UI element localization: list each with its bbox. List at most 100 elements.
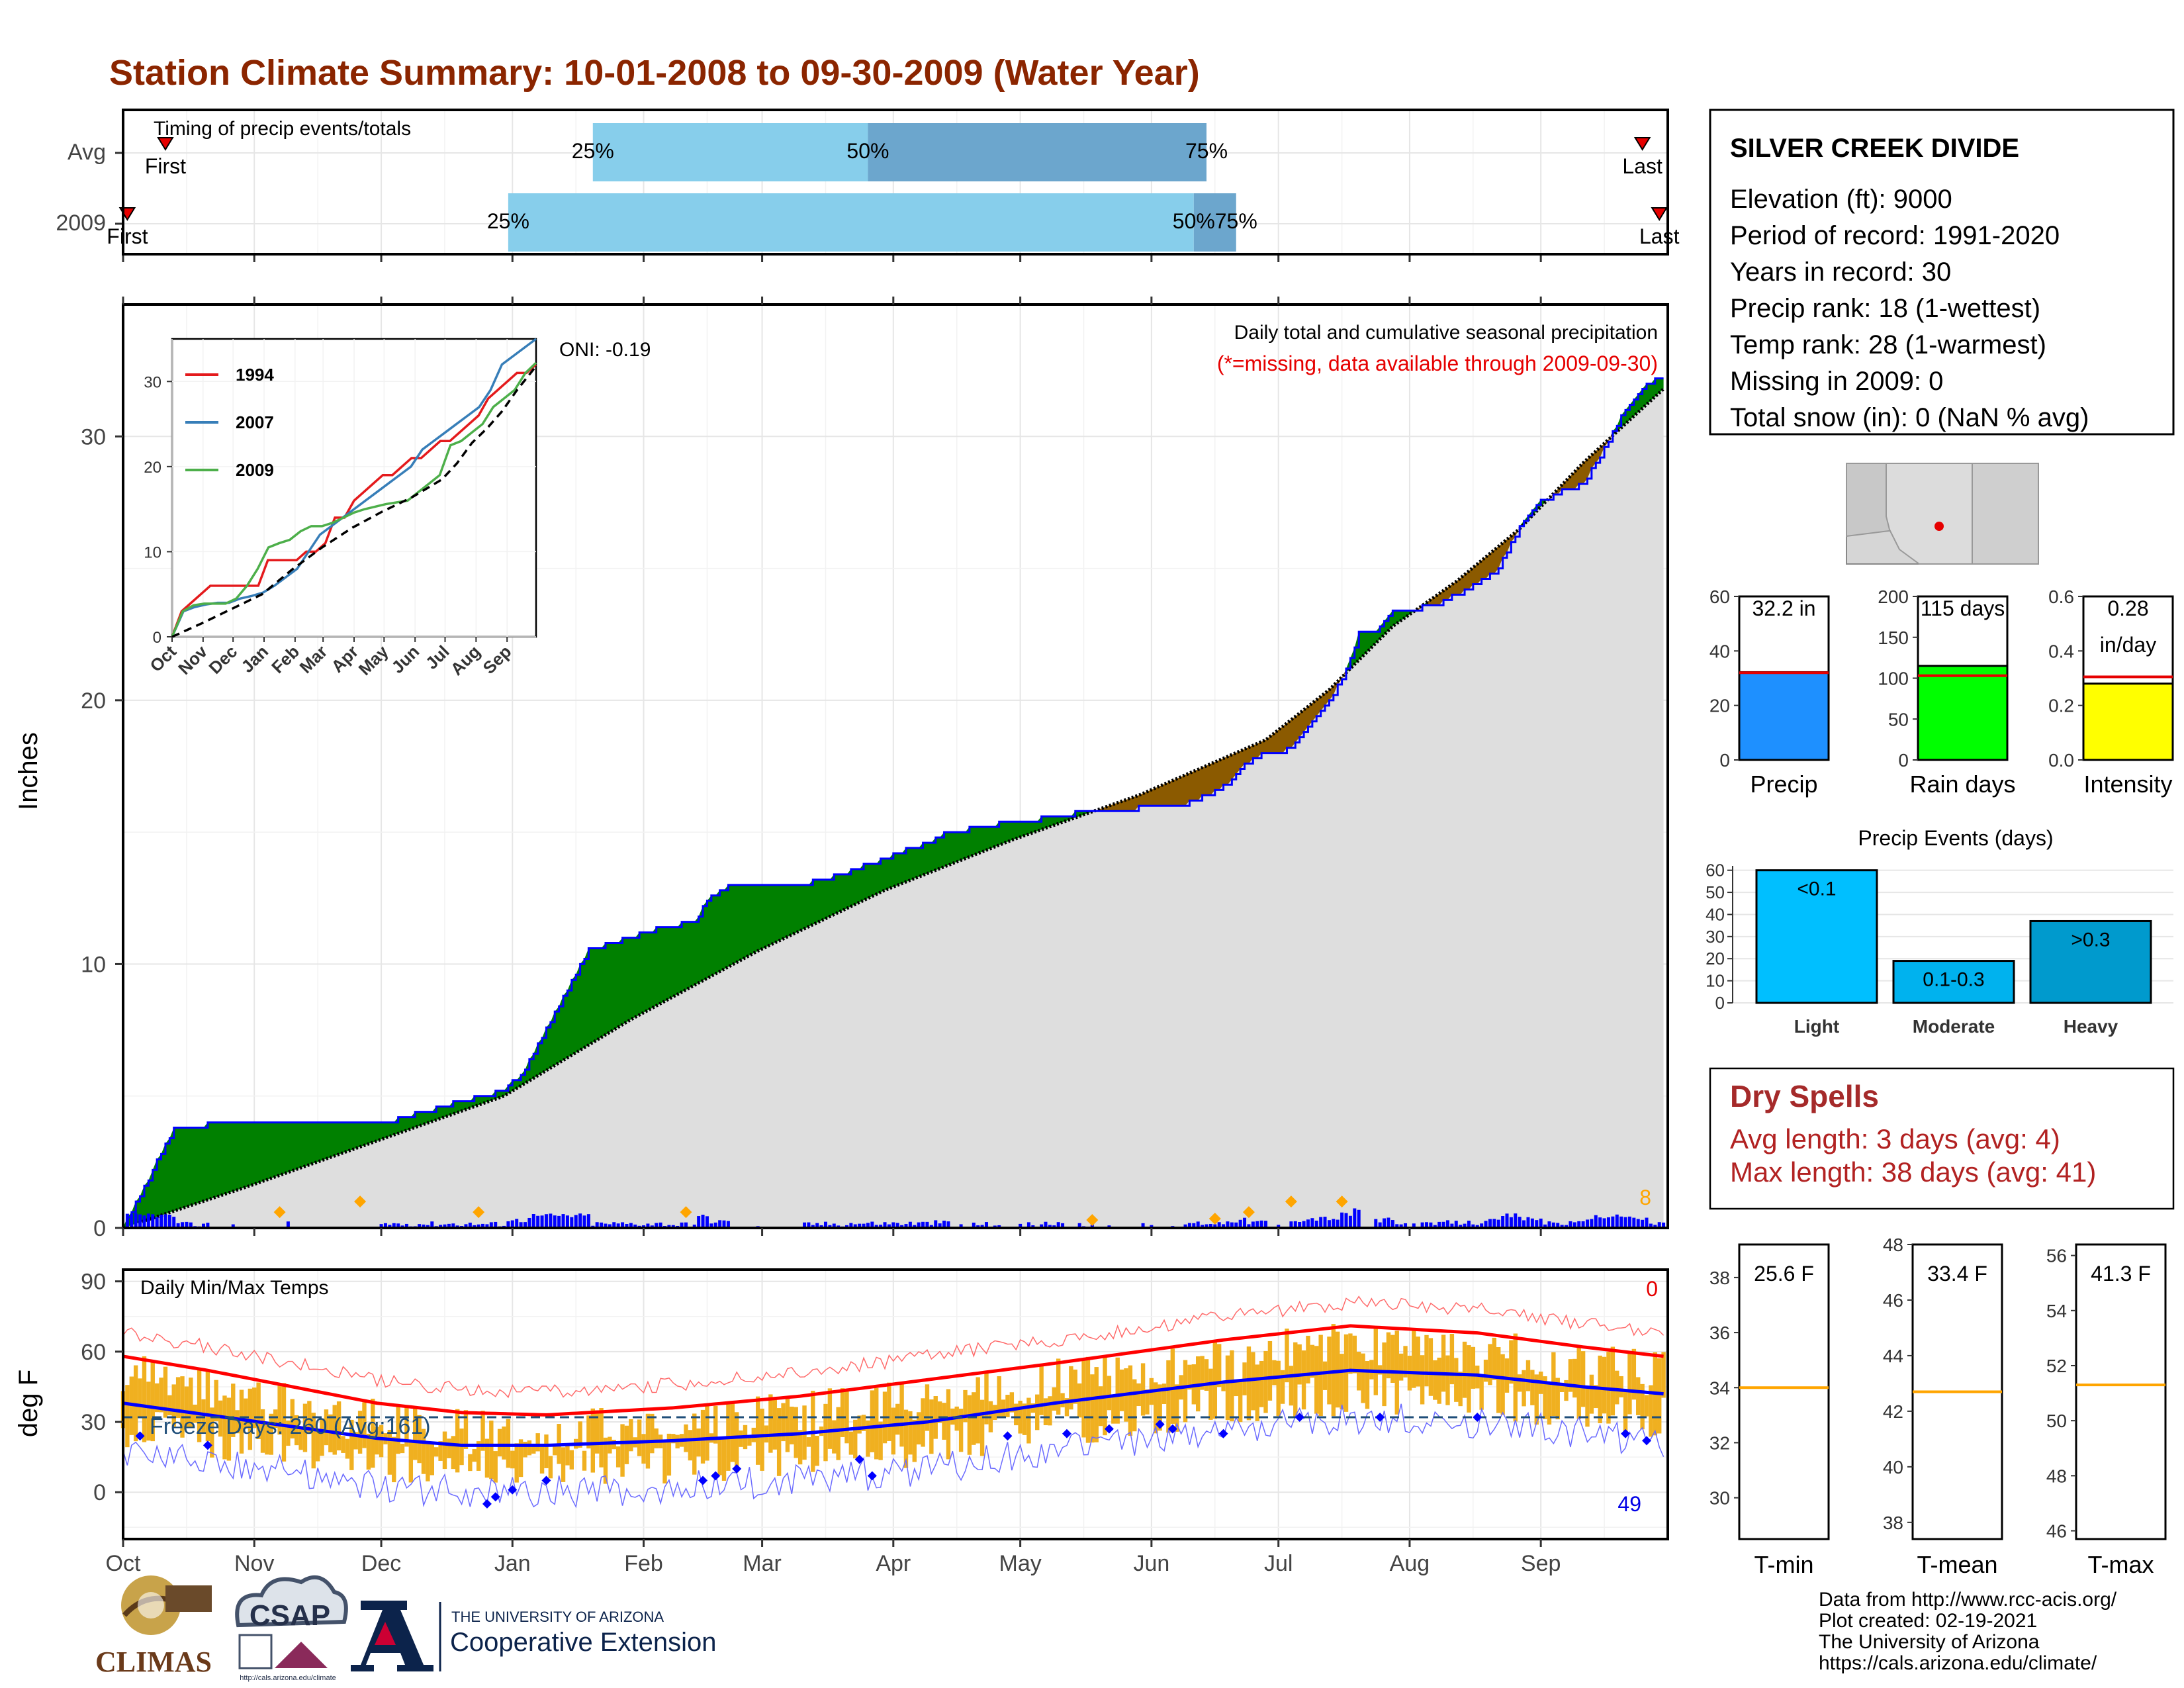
daily-precip-bar — [1611, 1216, 1615, 1228]
last-label: Last — [1639, 224, 1680, 248]
climas-logo: CLIMAS — [95, 1575, 212, 1678]
main-ytick-label: 0 — [93, 1216, 106, 1241]
daily-precip-bar — [231, 1224, 235, 1228]
daily-precip-bar — [680, 1222, 684, 1228]
temp-panel: 0 30 60 90 deg F Daily Min/Max Temps Freeze… — [14, 1268, 1669, 1540]
daily-temp-bar — [426, 1441, 430, 1481]
daily-precip-bar — [1357, 1209, 1361, 1228]
daily-temp-bar — [1390, 1335, 1395, 1383]
daily-temp-bar — [1267, 1340, 1273, 1401]
station-name: SILVER CREEK DIVIDE — [1730, 134, 2019, 163]
daily-precip-bar — [621, 1222, 625, 1228]
temp-summary-ytick-label: 38 — [1709, 1268, 1730, 1288]
temp-ytick-label: 60 — [81, 1340, 106, 1365]
daily-precip-bar — [1526, 1217, 1530, 1228]
daily-temp-bar — [1585, 1385, 1590, 1427]
timing-pct-label: 25% — [487, 209, 529, 233]
station-info-line: Years in record: 30 — [1730, 258, 1951, 287]
daily-precip-bar — [1141, 1223, 1145, 1228]
heavy-precip-marker — [1208, 1213, 1221, 1225]
daily-temp-bar — [608, 1436, 612, 1454]
observed-cumulative-line — [123, 377, 1664, 1229]
record-cold-marker — [1167, 1424, 1177, 1434]
daily-temp-bar — [332, 1405, 337, 1455]
record-cold-marker — [698, 1476, 708, 1485]
daily-precip-bar — [1150, 1225, 1154, 1228]
daily-temp-bar — [539, 1446, 545, 1474]
daily-precip-bar — [125, 1213, 129, 1228]
daily-temp-bar — [1594, 1385, 1598, 1409]
daily-temp-bar — [1208, 1368, 1213, 1420]
first-label: First — [145, 154, 186, 178]
daily-precip-bar — [519, 1222, 523, 1228]
daily-temp-bar — [226, 1397, 232, 1461]
daily-temp-bar — [231, 1383, 236, 1437]
temp-label: Daily Min/Max Temps — [140, 1277, 329, 1299]
daily-temp-bar — [1365, 1361, 1370, 1409]
timing-row-year: 2009 — [56, 211, 106, 236]
daily-temp-bar — [1225, 1355, 1230, 1421]
events-ytick-label: 20 — [1706, 949, 1725, 968]
timing-label: Timing of precip events/totals — [154, 118, 411, 140]
daily-precip-bar — [1459, 1225, 1463, 1228]
daily-temp-bar — [730, 1401, 735, 1462]
daily-temp-bar — [349, 1419, 354, 1470]
daily-precip-bar — [553, 1215, 557, 1228]
timing-marker-icon — [1651, 207, 1668, 221]
daily-precip-bar — [565, 1215, 569, 1228]
daily-precip-bar — [481, 1223, 485, 1228]
daily-precip-bar — [1044, 1221, 1048, 1228]
daily-precip-bar — [1454, 1221, 1458, 1228]
daily-temp-bar — [806, 1437, 811, 1447]
daily-precip-bar — [1390, 1220, 1394, 1228]
daily-temp-bar — [286, 1420, 291, 1446]
inset-legend-label: 2007 — [236, 412, 274, 432]
daily-temp-bar — [578, 1421, 582, 1448]
daily-temp-bar — [506, 1419, 511, 1468]
daily-precip-bar — [823, 1221, 827, 1228]
daily-temp-bar — [1475, 1365, 1480, 1389]
daily-temp-bar — [1048, 1396, 1052, 1426]
daily-temp-bar — [1115, 1357, 1120, 1424]
daily-temp-bar — [1661, 1352, 1666, 1398]
daily-precip-bar — [1488, 1219, 1492, 1228]
daily-temp-bar — [244, 1398, 248, 1429]
daily-temp-bar — [273, 1409, 278, 1429]
month-label: May — [999, 1551, 1042, 1576]
daily-precip-bar — [913, 1225, 917, 1228]
daily-temp-bar — [1631, 1348, 1637, 1400]
daily-temp-bar — [1111, 1395, 1116, 1424]
daily-precip-bar — [997, 1225, 1001, 1228]
daily-temp-bar — [768, 1394, 773, 1453]
daily-precip-bar — [1569, 1221, 1572, 1228]
daily-temp-bar — [735, 1412, 739, 1473]
daily-precip-bar — [1556, 1223, 1560, 1228]
daily-temp-bar — [1200, 1356, 1205, 1390]
daily-precip-bar — [1183, 1224, 1187, 1228]
dry-spells-title: Dry Spells — [1730, 1079, 1879, 1113]
daily-temp-bar — [1230, 1350, 1234, 1422]
summary-ytick-label: 0 — [1898, 750, 1909, 771]
daily-precip-bar — [189, 1222, 193, 1228]
daily-temp-bar — [1318, 1335, 1323, 1417]
daily-precip-bar — [946, 1221, 950, 1228]
daily-precip-bar — [671, 1225, 675, 1228]
surplus-area — [1612, 378, 1664, 436]
daily-precip-bar — [1623, 1217, 1627, 1228]
daily-precip-bar — [929, 1225, 933, 1228]
daily-temp-bar — [1504, 1358, 1510, 1393]
daily-temp-bar — [1525, 1360, 1531, 1391]
daily-temp-bar — [1433, 1360, 1437, 1400]
daily-temp-bar — [1517, 1374, 1522, 1392]
daily-precip-bar — [1264, 1221, 1268, 1228]
csap-logo: CSAP http://cals.arizona.edu/climate — [235, 1575, 348, 1682]
daily-temp-bar — [899, 1382, 904, 1447]
daily-temp-bar — [1412, 1328, 1416, 1388]
events-bar-value: <0.1 — [1797, 878, 1836, 900]
record-cold-marker — [732, 1464, 742, 1474]
daily-temp-bar — [1488, 1344, 1492, 1385]
temp-summary-ytick-label: 32 — [1709, 1432, 1730, 1453]
daily-precip-bar — [464, 1224, 468, 1228]
daily-temp-bar — [1128, 1365, 1133, 1436]
